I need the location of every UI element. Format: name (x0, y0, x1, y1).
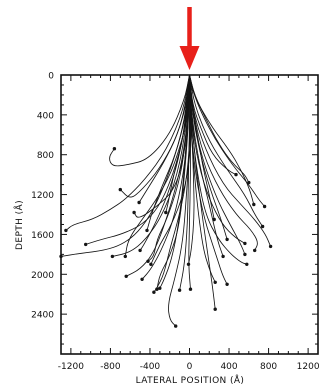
track-end-point-37 (213, 307, 217, 311)
track-end-point-3 (118, 187, 123, 192)
track-end-point-11 (123, 254, 128, 259)
y-tick-label: 0 (48, 72, 54, 82)
y-tick-label: 1600 (31, 231, 54, 241)
track-end-point-33 (212, 217, 216, 222)
incident-arrow-head (179, 46, 200, 70)
track-line-28 (189, 74, 264, 227)
track-line-30 (189, 74, 255, 205)
track-end-point-23 (225, 282, 229, 286)
track-end-point-5 (84, 242, 88, 247)
track-line-12 (156, 74, 190, 290)
track-line-37 (189, 74, 216, 310)
track-end-point-10 (110, 254, 115, 259)
y-tick-label: 2000 (31, 271, 54, 281)
track-end-point-35 (213, 280, 217, 284)
y-tick-label: 400 (37, 111, 54, 121)
track-end-point-30 (252, 202, 256, 207)
y-tick-label: 2400 (31, 311, 54, 321)
track-line-39 (146, 74, 190, 231)
x-axis-label: LATERAL POSITION (Å) (136, 374, 245, 386)
x-tick-label: 800 (260, 362, 277, 372)
track-end-point-24 (245, 262, 249, 266)
track-line-31 (189, 74, 250, 184)
track-end-point-26 (253, 248, 257, 253)
track-end-point-29 (262, 204, 267, 209)
track-end-point-39 (145, 228, 149, 233)
track-line-29 (189, 74, 266, 207)
track-end-point-20 (188, 287, 193, 291)
track-end-point-6 (64, 228, 68, 233)
track-end-point-16 (174, 324, 178, 328)
track-end-point-18 (137, 200, 141, 205)
track-end-point-36 (243, 241, 247, 246)
track-end-point-32 (234, 172, 238, 177)
track-line-4 (109, 74, 190, 167)
track-end-point-13 (152, 290, 156, 294)
x-tick-label: -1200 (58, 362, 84, 372)
x-tick-label: 1200 (297, 362, 320, 372)
track-line-11 (124, 74, 190, 257)
track-end-point-21 (186, 262, 191, 266)
track-line-35 (189, 74, 216, 283)
incident-arrow (179, 7, 200, 70)
particle-tracks (59, 74, 273, 328)
track-end-point-8 (124, 274, 128, 278)
track-end-point-2 (149, 262, 153, 266)
track-end-point-22 (221, 254, 225, 259)
track-end-point-17 (132, 210, 136, 215)
track-end-point-19 (164, 210, 168, 215)
x-tick-label: -400 (140, 362, 161, 372)
track-line-17 (133, 74, 190, 218)
x-tick-label: -800 (100, 362, 121, 372)
track-end-point-9 (140, 277, 144, 281)
x-tick-label: 0 (187, 362, 193, 372)
track-end-point-28 (260, 224, 265, 229)
track-end-point-31 (247, 180, 251, 185)
x-tick-label: 400 (220, 362, 237, 372)
axes: -1200 -800 -400 0 400 800 1200 0 400 800 1200 1600 2… (31, 72, 320, 373)
track-end-point-34 (225, 237, 229, 242)
track-end-point-15 (177, 288, 182, 292)
y-tick-label: 1200 (31, 191, 54, 201)
track-end-point-4 (112, 147, 117, 151)
track-line-34 (189, 74, 228, 240)
y-axis-label: DEPTH (Å) (13, 200, 25, 250)
track-line-7 (60, 74, 190, 257)
track-line-18 (138, 74, 190, 203)
track-line-6 (65, 74, 190, 231)
track-end-point-38 (138, 248, 142, 253)
track-end-point-14 (158, 286, 162, 290)
track-end-point-27 (268, 244, 273, 249)
y-tick-label: 800 (37, 151, 54, 161)
track-end-point-25 (243, 252, 247, 257)
